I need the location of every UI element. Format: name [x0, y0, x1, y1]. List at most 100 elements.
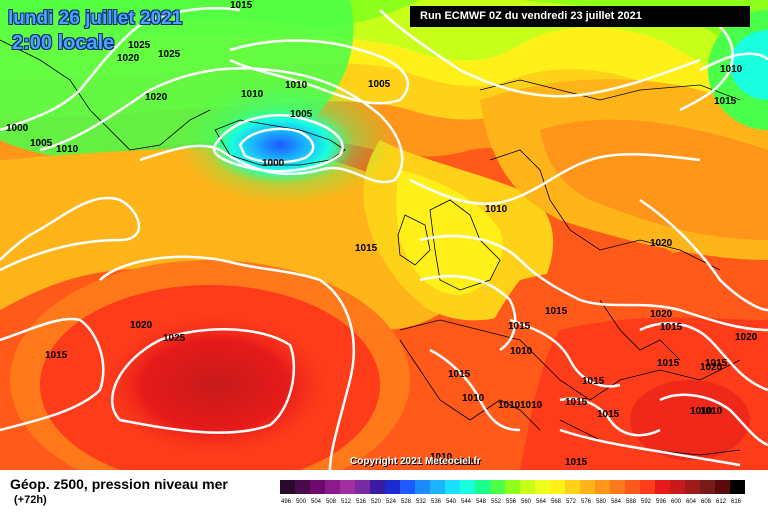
isobar-label: 1005: [290, 109, 313, 120]
isobar-label: 1010: [455, 457, 478, 468]
color-scale-swatch: [595, 480, 610, 494]
color-scale-swatch: [610, 480, 625, 494]
color-scale-swatch: [430, 480, 445, 494]
color-scale-swatch: [280, 480, 295, 494]
color-scale-level: 600: [671, 499, 682, 505]
isobar-label: 1015: [660, 322, 683, 333]
isobar-label: 1010: [510, 346, 533, 357]
legend-subtitle: (+72h): [14, 494, 47, 506]
isobar-label: 1000: [6, 123, 29, 134]
run-info-banner: Run ECMWF 0Z du vendredi 23 juillet 2021: [410, 6, 750, 27]
isobar-label: 1020: [130, 320, 153, 331]
isobar-label: 1015: [448, 369, 471, 380]
color-scale-level: 504: [311, 499, 322, 505]
color-scale-level: 552: [491, 499, 502, 505]
color-scale-swatch: [475, 480, 490, 494]
color-scale-level: 608: [701, 499, 712, 505]
isobar-label: 1010: [56, 144, 79, 155]
isobar-label: 1015: [355, 243, 378, 254]
color-scale-swatch: [400, 480, 415, 494]
isobar-label: 1000: [262, 158, 285, 169]
isobar-label: 1010: [520, 400, 543, 411]
isobars: [0, 6, 768, 470]
color-scale-swatch: [730, 480, 745, 494]
isobar-label: 1010: [498, 400, 521, 411]
color-scale-level: 548: [476, 499, 487, 505]
color-scale-level: 540: [446, 499, 457, 505]
isobar-label: 1010: [720, 64, 743, 75]
color-scale-swatch: [640, 480, 655, 494]
isobar-label: 1015: [657, 358, 680, 369]
color-scale-level: 520: [371, 499, 382, 505]
color-scale: 496 500 504 508 512 516 520 524 528 532 536 540 544 5…: [280, 480, 745, 505]
forecast-date: lundi 26 juillet 2021: [8, 8, 183, 29]
color-scale-swatch: [715, 480, 730, 494]
forecast-time: 2:00 locale: [12, 32, 115, 54]
color-scale-swatch: [355, 480, 370, 494]
isobar-label: 1015: [582, 376, 605, 387]
isobar-label: 1015: [705, 358, 728, 369]
color-scale-level: 544: [461, 499, 472, 505]
isobar-label: 1015: [45, 350, 68, 361]
color-scale-level: 572: [566, 499, 577, 505]
color-scale-level: 508: [326, 499, 337, 505]
color-scale-swatch: [565, 480, 580, 494]
weather-map: 1015 1025 1025 1020 1010 1010 1005 1020 1000 1005…: [0, 0, 768, 470]
color-scale-level: 536: [431, 499, 442, 505]
isobar-label: 1020: [700, 362, 723, 373]
color-scale-level: 516: [356, 499, 367, 505]
isobar-label: 1010: [485, 204, 508, 215]
color-scale-swatch: [520, 480, 535, 494]
color-scale-swatch: [625, 480, 640, 494]
color-scale-swatch: [685, 480, 700, 494]
isobar-label: 1015: [230, 0, 253, 11]
color-scale-swatch: [550, 480, 565, 494]
color-scale-level: 576: [581, 499, 592, 505]
isobar-label: 1010: [241, 89, 264, 100]
isobar-label: 1015: [597, 409, 620, 420]
isobar-label: 1010: [690, 406, 713, 417]
color-scale-level: 564: [536, 499, 547, 505]
color-scale-level: 512: [341, 499, 352, 505]
color-scale-level: 588: [626, 499, 637, 505]
isobar-label: 1015: [565, 457, 588, 468]
color-scale-level: 524: [386, 499, 397, 505]
isobar-label: 1025: [128, 40, 151, 51]
color-scale-swatch: [655, 480, 670, 494]
color-scale-level: 568: [551, 499, 562, 505]
color-scale-level: 604: [686, 499, 697, 505]
isobar-label: 1025: [163, 333, 186, 344]
color-scale-swatch: [505, 480, 520, 494]
color-scale-swatch: [295, 480, 310, 494]
color-scale-swatch: [535, 480, 550, 494]
color-scale-level: 592: [641, 499, 652, 505]
isobar-label: 1015: [508, 321, 531, 332]
legend-footer: Géop. z500, pression niveau mer (+72h) 4…: [0, 470, 768, 512]
color-scale-level: 612: [716, 499, 727, 505]
copyright-text: Copyright 2021 Meteociel.fr: [350, 456, 481, 467]
color-scale-swatch: [580, 480, 595, 494]
color-scale-swatch: [340, 480, 355, 494]
color-scale-swatch: [310, 480, 325, 494]
isobar-label: 1015: [565, 397, 588, 408]
color-scale-level: 496: [281, 499, 292, 505]
isobar-label: 1020: [650, 238, 673, 249]
color-scale-level: 584: [611, 499, 622, 505]
isobar-label: 1020: [145, 92, 168, 103]
color-scale-level: 528: [401, 499, 412, 505]
color-scale-swatch: [700, 480, 715, 494]
color-scale-swatch: [415, 480, 430, 494]
isobar-label: 1010: [285, 80, 308, 91]
color-scale-level: 500: [296, 499, 307, 505]
color-scale-level: 596: [656, 499, 667, 505]
color-scale-swatch: [445, 480, 460, 494]
legend-title: Géop. z500, pression niveau mer: [10, 476, 228, 492]
color-scale-level: 532: [416, 499, 427, 505]
color-scale-swatch: [490, 480, 505, 494]
color-scale-level: 556: [506, 499, 517, 505]
isobar-label: 1010: [430, 452, 453, 463]
color-scale-swatch: [460, 480, 475, 494]
isobar-label: 1020: [650, 309, 673, 320]
isobar-label: 1010: [700, 406, 723, 417]
